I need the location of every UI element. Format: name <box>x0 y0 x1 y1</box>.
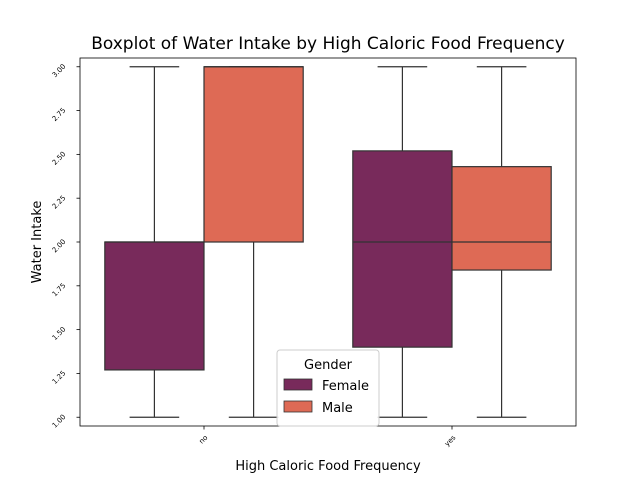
x-axis: no yes <box>198 426 458 448</box>
y-tick-label: 3.00 <box>51 63 68 80</box>
y-tick-label: 2.75 <box>51 106 68 123</box>
box-male-no <box>204 67 303 242</box>
y-axis: 1.00 1.25 1.50 1.75 2.00 2.25 2.50 2.75 3.00 <box>51 63 80 430</box>
box-female-no <box>105 242 204 370</box>
legend-label-male: Male <box>322 401 353 416</box>
y-tick-label: 1.00 <box>51 413 68 430</box>
chart-title: Boxplot of Water Intake by High Caloric … <box>91 34 565 54</box>
y-tick-label: 1.50 <box>51 325 68 342</box>
legend: Gender Female Male <box>277 350 379 426</box>
y-tick-label: 2.25 <box>51 194 68 211</box>
legend-swatch-male <box>284 401 312 412</box>
x-tick-label: no <box>198 434 210 446</box>
x-tick-label: yes <box>443 434 457 448</box>
legend-title: Gender <box>304 358 353 373</box>
legend-label-female: Female <box>322 379 369 394</box>
legend-swatch-female <box>284 379 312 390</box>
y-tick-label: 1.75 <box>51 282 68 299</box>
y-axis-label: Water Intake <box>30 201 45 284</box>
y-tick-label: 1.25 <box>51 369 68 386</box>
box-female-yes <box>353 151 452 347</box>
box-male-yes <box>452 167 551 270</box>
x-axis-label: High Caloric Food Frequency <box>235 459 421 474</box>
y-tick-label: 2.00 <box>51 238 68 255</box>
y-tick-label: 2.50 <box>51 150 68 167</box>
